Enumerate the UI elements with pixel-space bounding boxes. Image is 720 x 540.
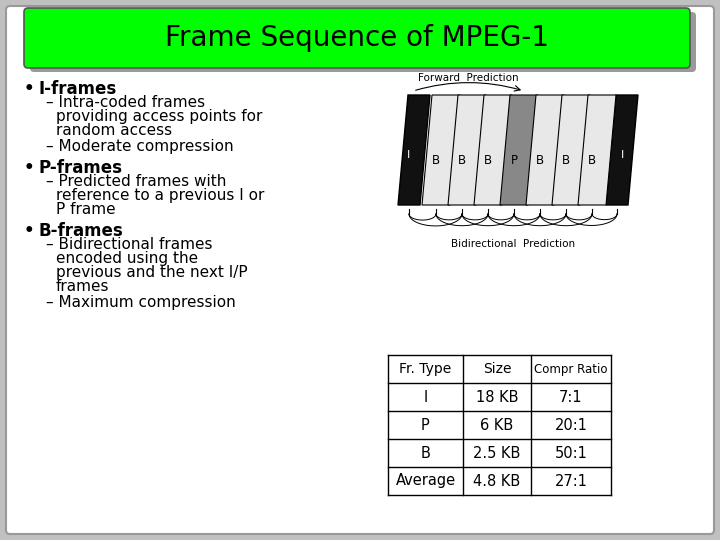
Text: P frame: P frame (56, 202, 116, 217)
Text: encoded using the: encoded using the (56, 251, 198, 266)
Text: 50:1: 50:1 (554, 446, 588, 461)
Text: – Bidirectional frames: – Bidirectional frames (46, 237, 212, 252)
Text: 20:1: 20:1 (554, 417, 588, 433)
Text: Average: Average (395, 474, 456, 489)
Text: – Predicted frames with: – Predicted frames with (46, 174, 226, 189)
Text: •: • (24, 222, 35, 240)
Text: Fr. Type: Fr. Type (400, 362, 451, 376)
Text: 6 KB: 6 KB (480, 417, 513, 433)
Polygon shape (422, 95, 460, 205)
Text: B: B (536, 154, 544, 167)
Polygon shape (578, 95, 616, 205)
Text: P: P (510, 154, 518, 167)
Text: I: I (621, 151, 624, 160)
Text: 18 KB: 18 KB (476, 389, 518, 404)
Text: random access: random access (56, 123, 172, 138)
Text: – Moderate compression: – Moderate compression (46, 139, 233, 154)
Text: B: B (562, 154, 570, 167)
Text: – Maximum compression: – Maximum compression (46, 295, 235, 310)
Text: Frame Sequence of MPEG-1: Frame Sequence of MPEG-1 (165, 24, 549, 52)
Text: frames: frames (56, 279, 109, 294)
Text: I: I (408, 151, 410, 160)
Text: providing access points for: providing access points for (56, 109, 262, 124)
Text: •: • (24, 159, 35, 177)
Text: I-frames: I-frames (38, 80, 116, 98)
Text: 27:1: 27:1 (554, 474, 588, 489)
FancyBboxPatch shape (30, 12, 696, 72)
Text: Compr Ratio: Compr Ratio (534, 362, 608, 375)
Text: Size: Size (482, 362, 511, 376)
FancyBboxPatch shape (24, 8, 690, 68)
Polygon shape (448, 95, 486, 205)
FancyBboxPatch shape (6, 6, 714, 534)
Text: I: I (423, 389, 428, 404)
Text: B: B (432, 154, 440, 167)
Polygon shape (552, 95, 590, 205)
Text: reference to a previous I or: reference to a previous I or (56, 188, 264, 203)
Text: B: B (420, 446, 431, 461)
Text: 7:1: 7:1 (559, 389, 582, 404)
Text: B: B (588, 154, 596, 167)
Text: previous and the next I/P: previous and the next I/P (56, 265, 248, 280)
Text: P: P (421, 417, 430, 433)
Text: Forward  Prediction: Forward Prediction (418, 73, 519, 83)
Text: B-frames: B-frames (38, 222, 122, 240)
Polygon shape (500, 95, 538, 205)
Text: B: B (484, 154, 492, 167)
Text: – Intra-coded frames: – Intra-coded frames (46, 95, 205, 110)
Text: •: • (24, 80, 35, 98)
Polygon shape (606, 95, 638, 205)
Text: P-frames: P-frames (38, 159, 122, 177)
Polygon shape (526, 95, 564, 205)
Text: B: B (458, 154, 466, 167)
Polygon shape (474, 95, 512, 205)
Polygon shape (398, 95, 430, 205)
Text: 4.8 KB: 4.8 KB (473, 474, 521, 489)
Text: 2.5 KB: 2.5 KB (473, 446, 521, 461)
Text: Bidirectional  Prediction: Bidirectional Prediction (451, 239, 575, 249)
